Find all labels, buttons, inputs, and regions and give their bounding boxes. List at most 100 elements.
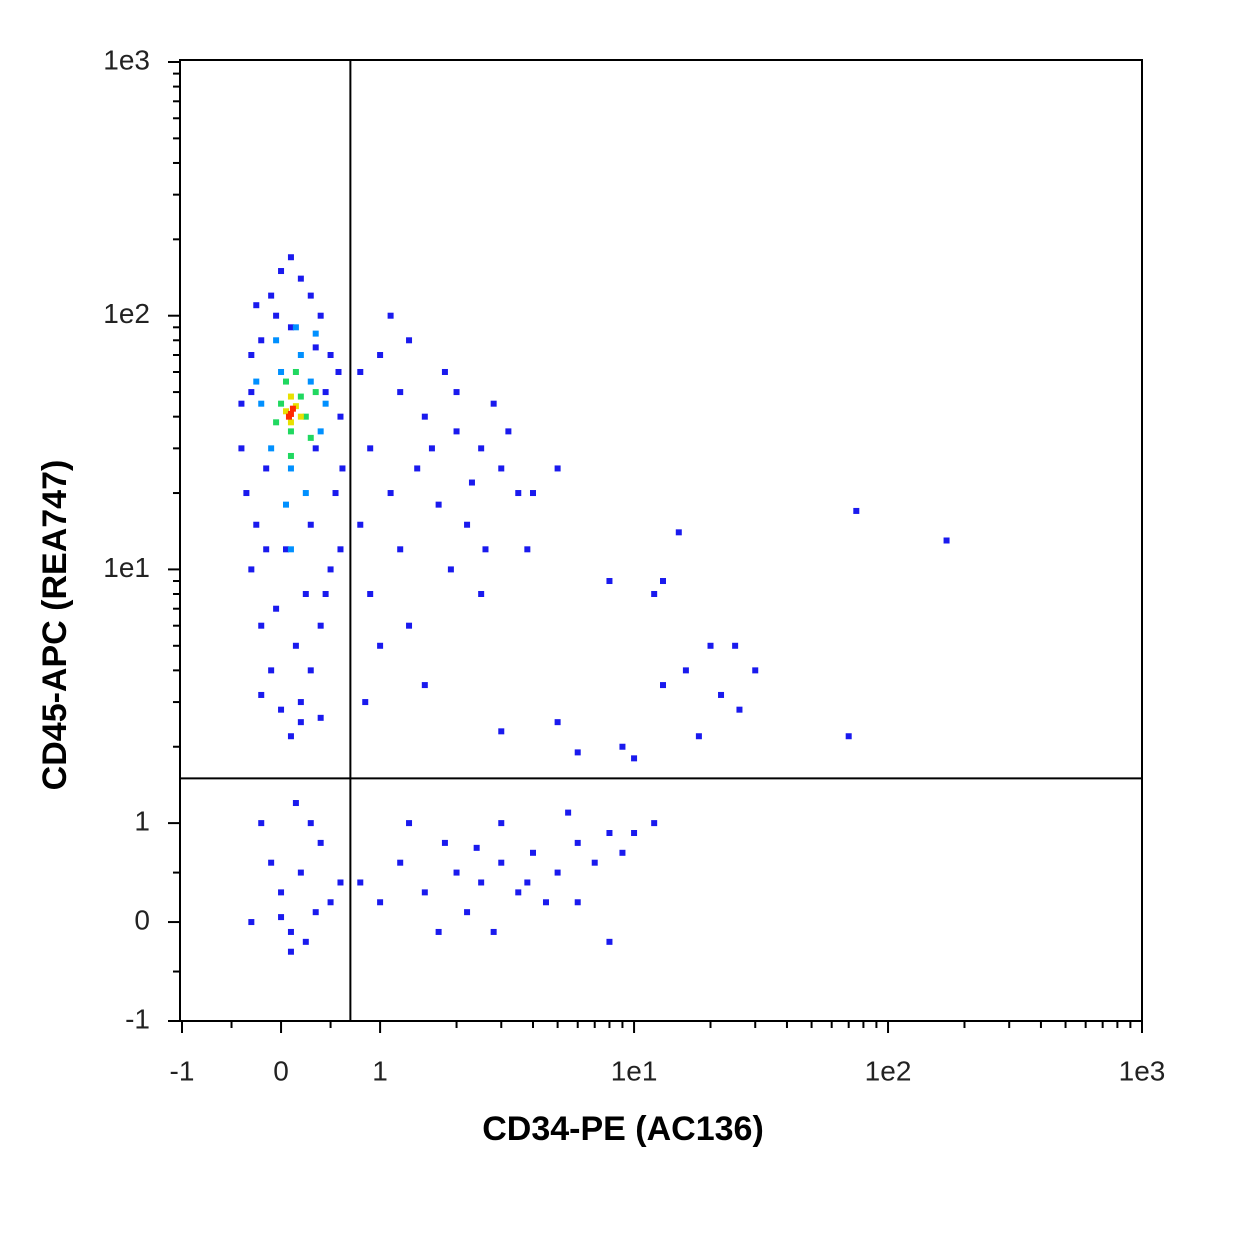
data-point xyxy=(515,490,522,497)
data-point xyxy=(490,928,497,935)
data-point xyxy=(695,733,702,740)
data-point xyxy=(238,445,245,452)
data-point xyxy=(297,413,304,420)
data-point xyxy=(660,682,667,689)
data-point xyxy=(357,368,364,375)
data-point xyxy=(263,546,270,553)
data-point xyxy=(428,445,435,452)
data-point xyxy=(327,352,334,359)
data-point xyxy=(377,642,384,649)
data-point xyxy=(287,948,294,955)
data-point xyxy=(312,445,319,452)
data-point xyxy=(421,682,428,689)
data-point xyxy=(377,899,384,906)
data-point xyxy=(943,537,950,544)
data-point xyxy=(732,642,739,649)
data-point xyxy=(312,909,319,916)
data-point xyxy=(406,337,413,344)
data-point xyxy=(736,706,743,713)
data-point xyxy=(606,830,613,837)
data-point xyxy=(287,254,294,261)
data-point xyxy=(337,879,344,886)
data-point xyxy=(283,546,289,553)
data-point xyxy=(292,642,299,649)
plot-frame xyxy=(179,59,1143,1022)
data-point xyxy=(606,578,613,585)
data-point xyxy=(248,919,255,926)
data-point xyxy=(317,839,324,846)
data-point xyxy=(335,368,342,375)
data-point xyxy=(529,490,536,497)
data-point xyxy=(307,378,314,385)
data-point xyxy=(515,889,522,896)
data-point xyxy=(287,419,294,426)
data-point xyxy=(278,914,285,921)
data-point xyxy=(453,389,460,396)
data-point xyxy=(853,507,860,514)
data-point xyxy=(297,352,304,359)
data-point xyxy=(478,445,485,452)
data-point xyxy=(357,879,364,886)
data-point xyxy=(278,268,285,275)
data-point xyxy=(297,699,304,706)
data-point xyxy=(606,938,613,945)
data-point xyxy=(542,899,549,906)
data-point xyxy=(278,368,285,375)
data-point xyxy=(631,755,638,762)
data-point xyxy=(258,820,265,827)
data-point xyxy=(289,405,296,412)
data-point xyxy=(285,413,292,420)
data-point xyxy=(292,368,299,375)
x-tick-label: 1e3 xyxy=(1119,1055,1166,1086)
data-point xyxy=(268,292,275,299)
data-point xyxy=(529,849,536,856)
data-point xyxy=(554,465,561,472)
data-point xyxy=(243,490,250,497)
data-point xyxy=(302,413,309,420)
data-point xyxy=(387,490,394,497)
data-point xyxy=(253,521,260,528)
x-tick-label: 1 xyxy=(372,1055,388,1086)
data-point xyxy=(307,521,314,528)
data-point xyxy=(752,667,759,674)
data-point xyxy=(307,667,314,674)
data-point xyxy=(332,490,339,497)
data-point xyxy=(283,378,289,385)
data-point xyxy=(297,393,304,400)
y-tick-label: 1 xyxy=(134,806,150,837)
data-point xyxy=(287,465,294,472)
data-point xyxy=(453,869,460,876)
data-point xyxy=(287,428,294,435)
data-point xyxy=(464,909,471,916)
data-point xyxy=(414,465,421,472)
data-point xyxy=(490,400,497,407)
data-point xyxy=(263,465,270,472)
y-tick-label: 1e3 xyxy=(103,44,150,75)
data-point xyxy=(268,667,275,674)
x-tick-label: 1e2 xyxy=(865,1055,912,1086)
data-point xyxy=(248,566,255,573)
y-tick-label: 1e2 xyxy=(103,298,150,329)
data-point xyxy=(367,445,374,452)
data-point xyxy=(357,521,364,528)
data-point xyxy=(718,691,725,698)
data-point xyxy=(554,719,561,726)
data-point xyxy=(337,413,344,420)
data-point xyxy=(377,352,384,359)
data-point xyxy=(297,719,304,726)
x-tick-label: -1 xyxy=(170,1055,195,1086)
data-point xyxy=(327,899,334,906)
data-point xyxy=(258,691,265,698)
data-point xyxy=(441,839,448,846)
data-point xyxy=(278,889,285,896)
data-point xyxy=(339,465,346,472)
data-point xyxy=(292,324,299,331)
data-point xyxy=(253,378,260,385)
data-point xyxy=(574,839,581,846)
data-point xyxy=(312,344,319,351)
data-point xyxy=(435,501,442,508)
data-point xyxy=(406,820,413,827)
data-point xyxy=(273,419,280,426)
data-point xyxy=(524,546,531,553)
